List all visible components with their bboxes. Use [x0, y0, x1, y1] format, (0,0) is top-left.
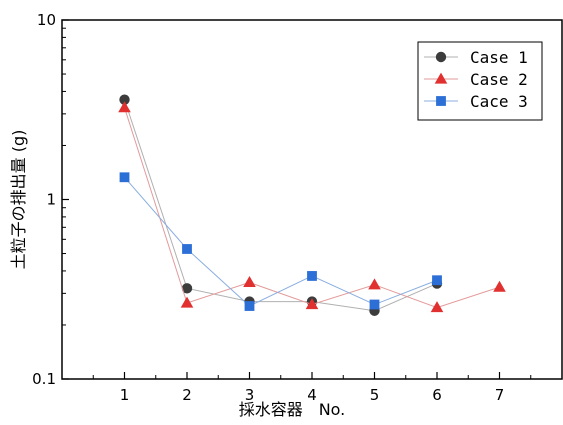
data-point: [430, 301, 444, 313]
data-point: [243, 276, 256, 288]
data-point: [305, 298, 319, 310]
data-point: [118, 101, 131, 113]
data-point: [182, 244, 192, 254]
series-2: [118, 101, 506, 313]
legend-marker: [435, 51, 447, 63]
x-tick-label: 5: [370, 386, 380, 404]
x-tick-label: 6: [432, 386, 442, 404]
data-point: [119, 172, 130, 183]
x-tick-label: 4: [307, 386, 317, 404]
data-point: [493, 280, 506, 292]
data-point: [432, 275, 442, 286]
series-line: [124, 176, 438, 307]
x-tick-label: 2: [182, 386, 192, 404]
legend-label: Cace 3: [470, 92, 528, 111]
legend: Case 1 Case 2 Cace 3: [417, 41, 543, 121]
y-axis-title: 土粒子の排出量 (g): [9, 130, 28, 270]
legend-label: Case 1: [470, 48, 528, 67]
series-line: [124, 99, 438, 312]
x-tick-label: 3: [245, 386, 255, 404]
y-tick-label: 10: [37, 11, 56, 29]
legend-marker: [434, 72, 448, 84]
x-tick-label: 7: [495, 386, 505, 404]
plot-frame: [61, 19, 563, 380]
y-tick-label: 0.1: [32, 370, 56, 388]
data-point: [369, 299, 380, 310]
data-point: [180, 296, 194, 308]
data-point: [368, 278, 381, 290]
series-layer: [118, 94, 506, 316]
data-point: [307, 271, 317, 281]
data-point: [244, 301, 255, 311]
x-tick-label: 1: [120, 386, 130, 404]
legend-label: Case 2: [470, 70, 528, 89]
x-axis-title: 採水容器 No.: [239, 400, 346, 419]
y-tick-label: 1: [46, 191, 56, 209]
series-1: [119, 94, 443, 316]
series-3: [119, 172, 442, 311]
legend-marker: [436, 96, 446, 106]
